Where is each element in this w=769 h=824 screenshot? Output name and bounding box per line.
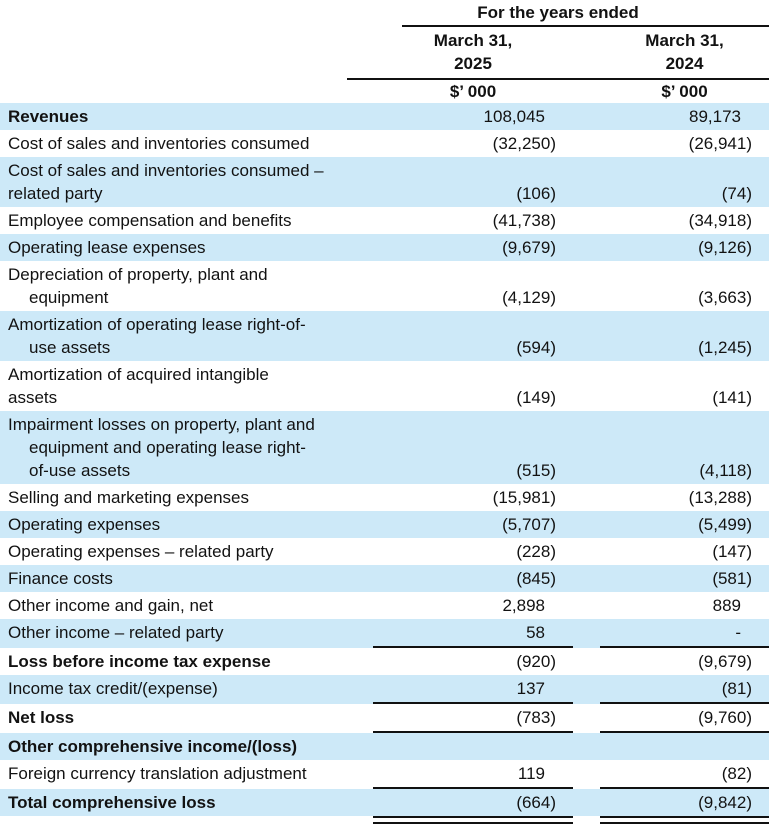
- row-label: Operating expenses – related party: [8, 542, 274, 561]
- value-2024: 89,173: [689, 107, 741, 126]
- table-row-operating-expenses-related-party: Operating expenses – related party (228)…: [0, 538, 769, 565]
- value-2024: (26,941): [688, 134, 752, 153]
- table-row-revenues: Revenues 108,045 89,173: [0, 103, 769, 130]
- value-2025: (149): [516, 388, 556, 407]
- table-row-employee-compensation: Employee compensation and benefits (41,7…: [0, 207, 769, 234]
- row-label: Amortization of operating lease right-of…: [8, 315, 306, 357]
- value-2024: (34,918): [688, 211, 752, 230]
- units-label-2024: $’ 000: [661, 82, 708, 101]
- table-row-amortization-intangible: Amortization of acquired intangible asse…: [0, 361, 769, 411]
- value-2025: (32,250): [492, 134, 556, 153]
- row-label: Operating expenses: [8, 515, 161, 534]
- table-row-net-loss: Net loss (783) (9,760): [0, 704, 769, 733]
- value-2024: (82): [721, 764, 752, 783]
- table-row-impairment-losses: Impairment losses on property, plant and…: [0, 411, 769, 484]
- row-label: Employee compensation and benefits: [8, 211, 292, 230]
- years-ended-heading: For the years ended: [477, 3, 639, 22]
- value-2024: (5,499): [698, 515, 752, 534]
- table-row-other-income-gain: Other income and gain, net 2,898 889: [0, 592, 769, 619]
- value-2024: (9,126): [698, 238, 752, 257]
- value-2024: (9,760): [698, 708, 752, 727]
- value-2025: (4,129): [502, 288, 556, 307]
- table-header: For the years ended March 31, 2025 March…: [0, 0, 769, 103]
- value-2024: -: [735, 623, 741, 642]
- row-label: Amortization of acquired intangible asse…: [8, 365, 269, 407]
- table-row-operating-expenses: Operating expenses (5,707) (5,499): [0, 511, 769, 538]
- value-2025: 137: [516, 679, 545, 698]
- value-2024: (581): [712, 569, 752, 588]
- value-2025: 108,045: [483, 107, 545, 126]
- header-spacer: [0, 0, 347, 103]
- value-2025: (920): [516, 652, 556, 671]
- value-2024: (81): [721, 679, 752, 698]
- row-label: Loss before income tax expense: [8, 652, 271, 671]
- value-2024: (3,663): [698, 288, 752, 307]
- value-2025: (9,679): [502, 238, 556, 257]
- row-label: Total comprehensive loss: [8, 793, 216, 812]
- units-label-2025: $’ 000: [449, 82, 497, 101]
- value-2025: 119: [517, 764, 545, 783]
- years-ended-rule: [402, 25, 769, 27]
- value-2025: (594): [516, 338, 556, 357]
- row-label: Other comprehensive income/(loss): [8, 737, 298, 756]
- table-row-selling-marketing: Selling and marketing expenses (15,981) …: [0, 484, 769, 511]
- value-2024: 889: [712, 596, 741, 615]
- row-label: Cost of sales and inventories consumed: [8, 134, 310, 153]
- row-label: Other income – related party: [8, 623, 224, 642]
- double-rule-row: [0, 816, 769, 824]
- value-2024: (74): [721, 184, 752, 203]
- row-label: Foreign currency translation adjustment: [8, 764, 307, 783]
- column-header-2024: March 31, 2024: [645, 31, 724, 73]
- row-label: Depreciation of property, plant and equi…: [8, 265, 268, 307]
- row-label: Operating lease expenses: [8, 238, 206, 257]
- table-row-fx-translation: Foreign currency translation adjustment …: [0, 760, 769, 789]
- table-row-income-tax: Income tax credit/(expense) 137 (81): [0, 675, 769, 704]
- row-label: Net loss: [8, 708, 75, 727]
- table-row-other-income-related-party: Other income – related party 58 -: [0, 619, 769, 648]
- row-label: Other income and gain, net: [8, 596, 214, 615]
- value-2024: (147): [712, 542, 752, 561]
- table-row-total-comprehensive-loss: Total comprehensive loss (664) (9,842): [0, 789, 769, 816]
- value-2024: (4,118): [699, 461, 752, 480]
- value-2025: (41,738): [492, 211, 556, 230]
- table-row-finance-costs: Finance costs (845) (581): [0, 565, 769, 592]
- value-2025: (106): [516, 184, 556, 203]
- table-row-cost-of-sales: Cost of sales and inventories consumed (…: [0, 130, 769, 157]
- value-2025: 58: [526, 623, 545, 642]
- value-2024: (9,679): [698, 652, 752, 671]
- value-2025: (5,707): [502, 515, 556, 534]
- value-2024: (9,842): [698, 793, 752, 812]
- value-2025: (15,981): [492, 488, 556, 507]
- row-label: Selling and marketing expenses: [8, 488, 249, 507]
- double-rule-2025: [373, 816, 573, 824]
- table-row-depreciation: Depreciation of property, plant and equi…: [0, 261, 769, 311]
- value-2025: (783): [516, 708, 556, 727]
- table-row-operating-lease-expenses: Operating lease expenses (9,679) (9,126): [0, 234, 769, 261]
- row-label: Income tax credit/(expense): [8, 679, 218, 698]
- table-row-cost-of-sales-related-party: Cost of sales and inventories consumed –…: [0, 157, 769, 207]
- value-2024: (13,288): [688, 488, 752, 507]
- row-label: Impairment losses on property, plant and…: [8, 415, 315, 480]
- value-2024: (141): [712, 388, 752, 407]
- row-label: Finance costs: [8, 569, 113, 588]
- value-2025: (664): [516, 793, 556, 812]
- table-row-amortization-rou: Amortization of operating lease right-of…: [0, 311, 769, 361]
- row-label: Revenues: [8, 107, 89, 126]
- value-2024: (1,245): [698, 338, 752, 357]
- value-2025: (845): [516, 569, 556, 588]
- column-header-2025: March 31, 2025: [433, 31, 513, 73]
- row-label: Cost of sales and inventories consumed –…: [8, 161, 324, 203]
- double-rule-2024: [600, 816, 769, 824]
- table-row-loss-before-tax: Loss before income tax expense (920) (9,…: [0, 648, 769, 675]
- date-columns: March 31, 2025 March 31, 2024: [347, 27, 769, 80]
- value-2025: 2,898: [502, 596, 545, 615]
- units-row: $’ 000 $’ 000: [347, 80, 769, 103]
- table-row-oci-heading: Other comprehensive income/(loss): [0, 733, 769, 760]
- value-2025: (515): [516, 461, 556, 480]
- value-2025: (228): [516, 542, 556, 561]
